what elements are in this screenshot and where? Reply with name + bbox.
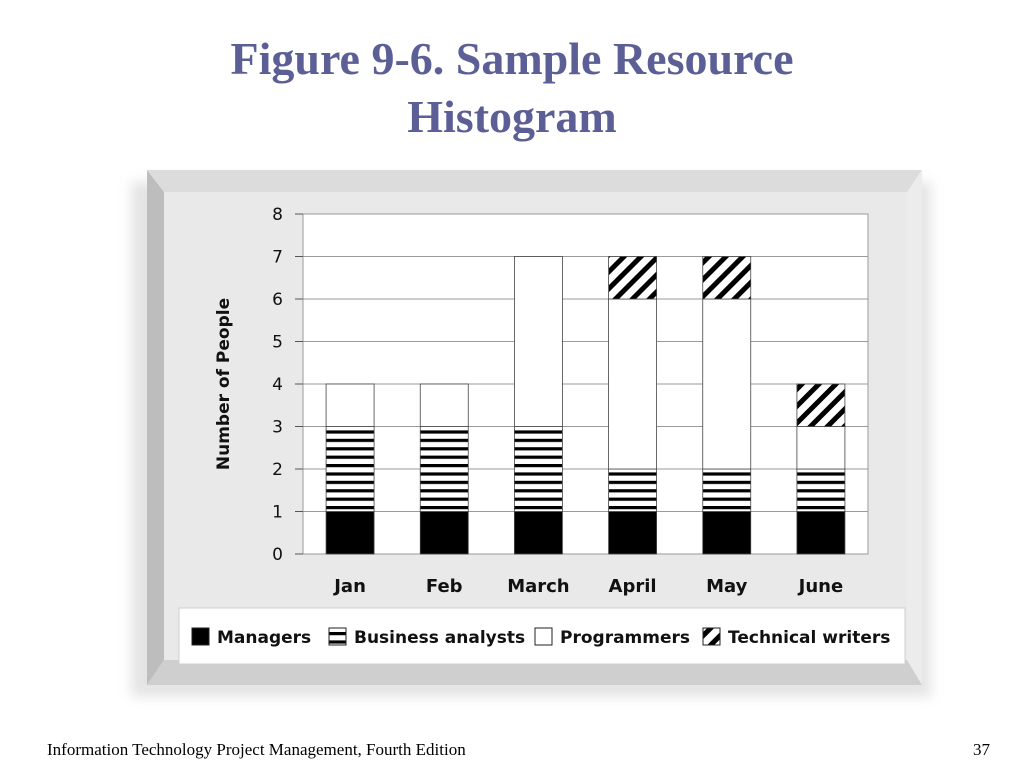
bar-segment-managers <box>514 511 563 555</box>
bar-segment-programmers <box>608 298 657 470</box>
y-tick-label: 4 <box>272 375 283 395</box>
y-axis-label: Number of People <box>214 298 234 470</box>
bars-layer <box>325 256 846 555</box>
bar-segment-business-analysts <box>419 426 469 512</box>
x-tick-label: June <box>797 576 844 597</box>
y-tick-label: 1 <box>272 503 283 523</box>
frame-top-bevel <box>147 170 922 192</box>
slide-title-line1: Figure 9-6. Sample Resource <box>230 33 794 84</box>
slide-title: Figure 9-6. Sample Resource Histogram <box>0 30 1024 146</box>
legend: Managers Business analysts Programmers Tech… <box>191 627 890 648</box>
page-number: 37 <box>973 740 990 759</box>
bar-segment-programmers <box>514 256 563 427</box>
x-tick-label: May <box>706 576 748 597</box>
x-tick-label: April <box>609 576 657 597</box>
bar-segment-business-analysts <box>325 426 375 512</box>
bar-segment-programmers <box>702 298 752 470</box>
bar-segment-programmers <box>419 383 469 427</box>
y-tick-label: 8 <box>272 205 283 225</box>
legend-swatch <box>534 627 553 646</box>
legend-swatch <box>328 627 347 646</box>
footer-source: Information Technology Project Managemen… <box>47 740 466 759</box>
bar-segment-technical-writers <box>796 383 846 427</box>
y-tick-label: 7 <box>272 248 283 268</box>
bar-segment-managers <box>796 511 846 555</box>
bar-segment-business-analysts <box>608 468 657 512</box>
bar-segment-managers <box>325 511 375 555</box>
bar-segment-programmers <box>325 383 375 427</box>
frame-right-bevel <box>907 170 922 685</box>
grid-layer <box>303 213 868 512</box>
legend-label: Managers <box>217 628 311 648</box>
y-tick-label: 6 <box>272 290 283 310</box>
bar-segment-technical-writers <box>608 256 657 300</box>
bar-segment-business-analysts <box>702 468 752 512</box>
y-tick-label: 2 <box>272 460 283 480</box>
frame-bottom-bevel <box>147 660 922 685</box>
bar-segment-managers <box>702 511 752 555</box>
legend-label: Business analysts <box>354 628 525 648</box>
bar-segment-programmers <box>796 426 846 470</box>
y-tick-label: 3 <box>272 418 283 438</box>
bar-segment-managers <box>608 511 657 555</box>
ticks-layer: 0 1 2 3 4 5 6 7 8 <box>272 205 303 565</box>
x-tick-label: Jan <box>332 576 366 597</box>
bar-segment-managers <box>419 511 469 555</box>
bar-segment-business-analysts <box>514 426 563 512</box>
legend-swatch <box>191 627 210 646</box>
frame-left-bevel <box>147 170 164 685</box>
bar-segment-business-analysts <box>796 468 846 512</box>
legend-swatch <box>702 627 721 646</box>
y-tick-label: 0 <box>272 545 283 565</box>
xlabels-layer: Jan Feb March April May June <box>332 576 843 597</box>
chart-frame: 0 1 2 3 4 5 6 7 8 Jan Feb March April May June Number… <box>147 170 922 685</box>
slide-title-line2: Histogram <box>407 91 617 142</box>
x-tick-label: March <box>507 576 569 597</box>
y-tick-label: 5 <box>272 333 283 353</box>
legend-label: Programmers <box>560 628 690 648</box>
resource-histogram-chart: 0 1 2 3 4 5 6 7 8 Jan Feb March April May June Number… <box>147 170 922 685</box>
x-tick-label: Feb <box>426 576 463 597</box>
bar-segment-technical-writers <box>702 256 752 300</box>
legend-label: Technical writers <box>728 628 890 648</box>
